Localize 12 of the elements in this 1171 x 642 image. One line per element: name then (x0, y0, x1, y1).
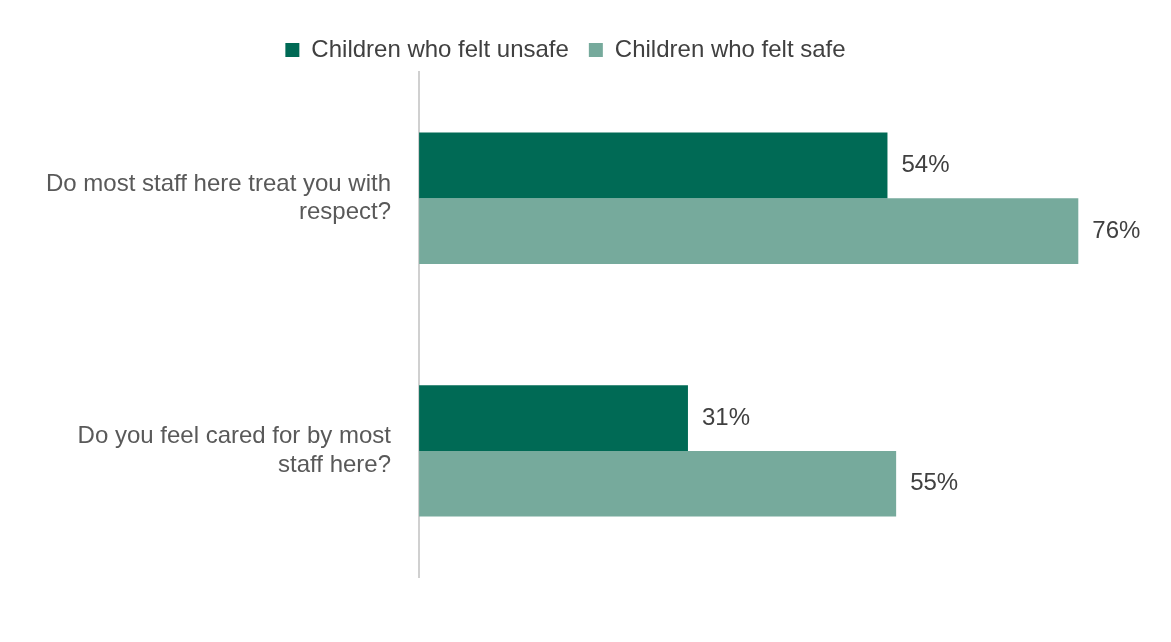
legend-label: Children who felt safe (614, 34, 846, 62)
bar (419, 198, 1079, 264)
y-tick-label: Do you feel cared for by most staff here? (77, 421, 392, 477)
data-label: 76% (1092, 215, 1141, 243)
bar (419, 450, 897, 517)
data-label: 31% (701, 402, 750, 430)
bar (419, 385, 688, 451)
data-label: 55% (910, 468, 959, 496)
data-label: 54% (901, 150, 950, 178)
bar (419, 132, 888, 199)
legend-label: Children who felt unsafe (311, 34, 569, 62)
y-tick-label: Do most staff here treat you with respect? (46, 168, 392, 225)
